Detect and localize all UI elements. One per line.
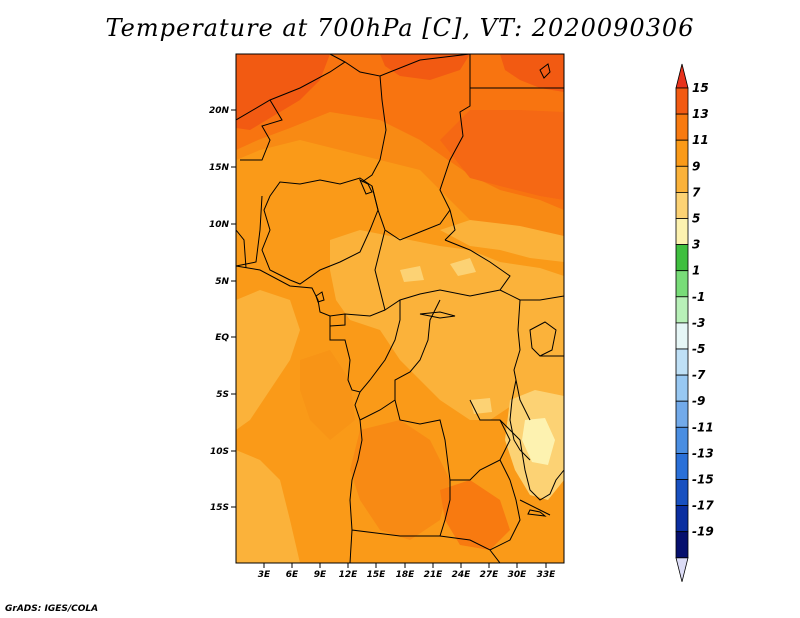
longitude-axis: 3E 6E 9E 12E 15E 18E 21E 24E 27E 30E 33E [258, 563, 556, 580]
colorbar-label: -15 [692, 473, 714, 487]
lon-label: 24E [452, 570, 472, 580]
map-title: Temperature at 700hPa [C], VT: 202009030… [105, 14, 695, 42]
colorbar-band [675, 531, 689, 559]
colorbar-band [675, 348, 689, 376]
colorbar-label: -17 [692, 499, 714, 513]
colorbar-band [675, 165, 689, 193]
colorbar-band [675, 505, 689, 533]
colorbar-label: 7 [692, 185, 701, 199]
lon-label: 27E [480, 570, 500, 580]
colorbar-label: -13 [692, 446, 714, 460]
lon-label: 33E [537, 570, 557, 580]
colorbar-band [675, 452, 689, 480]
grads-credit: GrADS: IGES/COLA [5, 604, 99, 614]
colorbar-label: 1 [692, 264, 700, 278]
country-borders [236, 54, 564, 563]
colorbar-band [675, 374, 689, 402]
lat-label: EQ [215, 333, 229, 343]
lat-label: 15S [210, 503, 229, 513]
colorbar-band [675, 296, 689, 324]
colorbar-label: -9 [692, 394, 705, 408]
lon-label: 9E [314, 570, 327, 580]
colorbar-band [675, 113, 689, 141]
colorbar-label: 3 [692, 238, 700, 252]
lon-label: 30E [508, 570, 528, 580]
lat-label: 10N [209, 220, 230, 230]
lon-label: 12E [339, 570, 359, 580]
lon-label: 3E [258, 570, 271, 580]
colorbar-band [675, 244, 689, 272]
colorbar-label: -1 [692, 290, 705, 304]
colorbar: 15 13 11 9 7 5 3 1 -1 -3 -5 -7 -9 -11 -13 -15 -17 -19 [675, 63, 714, 582]
colorbar-label: 13 [692, 107, 709, 121]
lat-label: 20N [209, 106, 230, 116]
colorbar-label: -11 [692, 420, 714, 434]
lon-label: 15E [367, 570, 387, 580]
colorbar-band [675, 218, 689, 246]
lat-label: 15N [209, 163, 230, 173]
lat-label: 5N [215, 277, 229, 287]
colorbar-band [675, 400, 689, 428]
colorbar-band [675, 270, 689, 298]
lon-label: 21E [424, 570, 444, 580]
lon-label: 18E [396, 570, 416, 580]
colorbar-label: -19 [692, 525, 714, 539]
lat-label: 10S [210, 447, 229, 457]
colorbar-band [675, 426, 689, 454]
colorbar-above-triangle [675, 63, 689, 89]
colorbar-below-triangle [675, 557, 689, 582]
latitude-axis: 20N 15N 10N 5N EQ 5S 10S 15S [209, 106, 236, 513]
colorbar-label: 9 [692, 159, 700, 173]
colorbar-label: -3 [692, 316, 705, 330]
lon-label: 6E [286, 570, 299, 580]
colorbar-band [675, 479, 689, 507]
colorbar-label: -5 [692, 342, 705, 356]
colorbar-band [675, 139, 689, 167]
colorbar-label: 5 [692, 212, 700, 226]
map-frame [235, 53, 565, 564]
colorbar-label: 15 [692, 81, 709, 95]
colorbar-band [675, 191, 689, 219]
colorbar-label: 11 [692, 133, 709, 147]
lat-label: 5S [216, 390, 229, 400]
colorbar-band [675, 87, 689, 115]
colorbar-band [675, 322, 689, 350]
colorbar-label: -7 [692, 368, 706, 382]
